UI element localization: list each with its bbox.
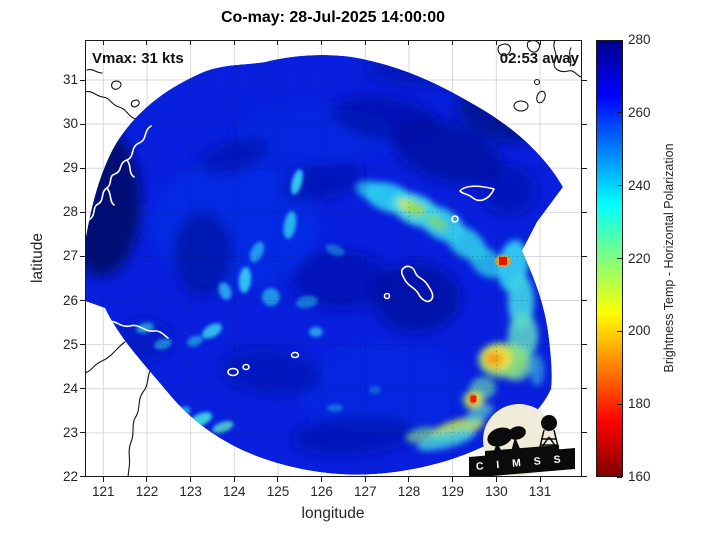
eta-annotation: 02:53 away [499, 50, 579, 67]
y-tick-mark-right [582, 167, 587, 169]
x-tick-label-125: 125 [266, 484, 290, 499]
cb-tick-mark [617, 39, 622, 41]
x-tick-label-129: 129 [441, 484, 464, 499]
y-tick-label-29: 29 [62, 160, 78, 176]
y-tick-mark-right [582, 79, 587, 81]
x-tick-mark-top [277, 41, 279, 45]
cb-tick-label-240: 240 [628, 177, 651, 193]
x-tick-mark-top [364, 41, 366, 45]
y-tick-mark-right [582, 255, 587, 257]
y-tick-mark-right [582, 300, 587, 302]
cb-tick-label-220: 220 [628, 250, 651, 266]
cb-tick-mark [617, 258, 622, 259]
y-tick-mark-right [582, 476, 587, 478]
satellite-dish-icon [487, 427, 513, 447]
y-tick-label-23: 23 [62, 424, 78, 440]
cb-tick-label-260: 260 [628, 104, 651, 120]
x-tick-mark [364, 477, 366, 482]
cimss-banner [469, 448, 575, 477]
y-tick-mark [80, 211, 85, 213]
cb-tick-mark [617, 330, 622, 332]
x-tick-mark-top [452, 41, 454, 45]
x-tick-label-123: 123 [179, 484, 202, 499]
x-axis-label: longitude [301, 505, 365, 522]
x-tick-mark [539, 477, 541, 482]
y-tick-mark-right [582, 388, 587, 390]
hot-spots [469, 255, 511, 404]
x-tick-mark [452, 477, 454, 482]
cb-tick-mark [617, 112, 622, 114]
y-tick-label-27: 27 [62, 248, 78, 264]
x-tick-mark [102, 477, 104, 482]
y-tick-mark [80, 476, 85, 478]
y-tick-label-28: 28 [62, 204, 78, 220]
x-tick-mark-top [495, 41, 497, 45]
x-tick-mark [190, 477, 192, 482]
y-tick-mark [80, 432, 85, 434]
x-tick-label-126: 126 [310, 484, 333, 499]
x-tick-label-128: 128 [397, 484, 421, 499]
x-tick-label-121: 121 [92, 484, 115, 499]
cb-tick-mark [617, 476, 622, 478]
x-tick-label-127: 127 [354, 484, 377, 499]
x-tick-label-124: 124 [223, 484, 246, 499]
swath-data [85, 54, 563, 475]
x-tick-mark-top [321, 41, 323, 45]
x-tick-mark [277, 477, 279, 482]
y-tick-label-31: 31 [62, 72, 78, 87]
plot-title: Co-may: 28-Jul-2025 14:00:00 [220, 9, 446, 26]
y-tick-label-26: 26 [62, 292, 78, 308]
vmax-annotation: Vmax: 31 kts [92, 50, 184, 67]
x-tick-mark [233, 477, 235, 482]
cb-tick-label-160: 160 [628, 469, 651, 484]
x-tick-mark-top [102, 41, 104, 45]
y-tick-mark [80, 167, 85, 169]
y-tick-mark-right [582, 432, 587, 434]
x-tick-mark [146, 477, 148, 482]
x-tick-mark-top [190, 41, 192, 45]
cb-tick-mark [617, 185, 622, 187]
x-tick-mark [495, 477, 497, 482]
x-tick-label-122: 122 [135, 484, 159, 499]
x-tick-mark-top [233, 41, 235, 45]
satellite-dish-icon [508, 426, 526, 440]
map-plot: C I M S S [85, 40, 582, 477]
y-tick-label-24: 24 [62, 380, 78, 396]
y-tick-mark-right [582, 211, 587, 213]
y-tick-mark [80, 300, 85, 302]
cb-tick-mark [617, 403, 622, 405]
cb-tick-label-280: 280 [628, 32, 651, 47]
y-tick-label-25: 25 [62, 336, 78, 352]
cb-tick-label-200: 200 [628, 323, 651, 339]
x-tick-label-131: 131 [528, 484, 552, 499]
x-tick-mark [321, 477, 323, 482]
y-tick-mark-right [582, 344, 587, 346]
grid-lines-inner [85, 54, 563, 475]
x-tick-mark-top [146, 41, 148, 45]
rainband-arc [355, 180, 544, 451]
y-tick-mark [80, 255, 85, 257]
y-tick-mark [80, 388, 85, 390]
cb-tick-label-180: 180 [628, 396, 651, 412]
y-tick-label-30: 30 [62, 116, 78, 132]
water-tower-icon [541, 415, 557, 431]
x-tick-mark-top [539, 41, 541, 45]
x-tick-mark [408, 477, 410, 482]
x-tick-label-130: 130 [485, 484, 508, 499]
y-tick-mark [80, 344, 85, 346]
colorbar-label: Brightness Temp - Horizontal Polarizatio… [662, 143, 676, 373]
y-tick-mark [80, 79, 85, 81]
y-tick-mark [80, 123, 85, 125]
x-tick-mark-top [408, 41, 410, 45]
y-tick-mark-right [582, 123, 587, 125]
cimss-logo: C I M S S [469, 404, 575, 477]
y-tick-label-22: 22 [62, 468, 78, 484]
